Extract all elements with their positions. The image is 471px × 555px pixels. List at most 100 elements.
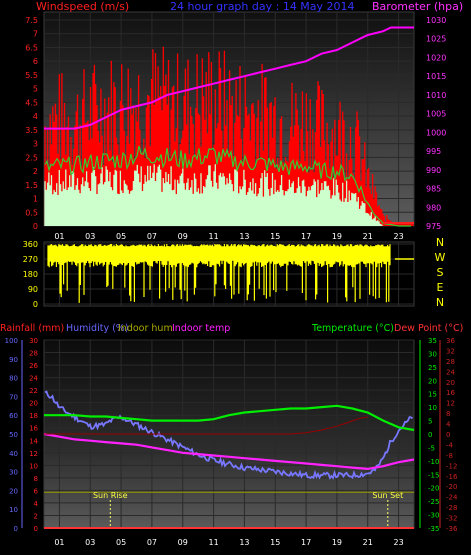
windspeed-tick-label: 3.5	[25, 126, 38, 135]
legend-indoor-temp: Indoor temp	[172, 323, 230, 334]
barometer-tick-label: 1020	[426, 53, 446, 62]
dewpoint-tick-label: -12	[446, 462, 457, 470]
temperature-tick-label: 15	[428, 391, 437, 399]
direction-tick-label: 0	[33, 300, 38, 309]
dewpoint-tick-label: 12	[446, 400, 455, 408]
rain-tick-label: 20	[29, 400, 38, 408]
time-tick-label: 15	[270, 538, 280, 547]
sun-event-label: Sun Set	[372, 491, 403, 500]
legend-rainfall: Rainfall (mm)	[0, 323, 64, 334]
windspeed-tick-label: 2	[33, 167, 38, 176]
rain-tick-label: 2	[34, 512, 38, 520]
temperature-tick-label: 0	[428, 431, 432, 439]
rain-tick-label: 8	[34, 475, 38, 483]
time-tick-label: 09	[178, 538, 188, 547]
dewpoint-tick-label: -28	[446, 504, 457, 512]
dew-point-line	[44, 416, 368, 435]
direction-tick-label: 270	[23, 255, 38, 264]
temperature-panel-tick-labels: 0246810121416182022242628300102030405060…	[5, 337, 458, 547]
time-tick-label: 19	[332, 538, 342, 547]
temperature-tick-label: -35	[428, 525, 439, 533]
time-tick-label: 05	[116, 232, 126, 241]
chart-title: 24 hour graph day : 14 May 2014	[170, 0, 355, 13]
temperature-panel-legend: Rainfall (mm) Humidity (%)Indoor hum Indoo…	[0, 323, 463, 334]
temperature-tick-label: 5	[428, 418, 432, 426]
legend-temperature: Temperature (°C)	[311, 323, 394, 334]
rain-tick-label: 22	[29, 387, 38, 395]
barometer-tick-label: 990	[426, 166, 441, 175]
rain-tick-label: 4	[34, 500, 39, 508]
windspeed-tick-label: 4	[33, 112, 38, 121]
windspeed-tick-label: 5	[33, 85, 38, 94]
dewpoint-tick-label: 20	[446, 379, 455, 387]
barometer-tick-label: 1005	[426, 110, 446, 119]
barometer-axis-label: Barometer (hpa)	[372, 0, 463, 13]
legend-indoor-hum: Indoor hum	[118, 323, 173, 334]
temperature-tick-label: -5	[428, 444, 435, 452]
windspeed-tick-label: 1	[33, 195, 38, 204]
legend-dew-point: Dew Point (°C)	[394, 323, 463, 334]
average-wind-line	[44, 145, 411, 227]
time-tick-label: 07	[147, 232, 157, 241]
indoor-temp-line	[43, 432, 415, 471]
dewpoint-tick-label: -16	[446, 473, 458, 481]
barometer-tick-label: 1015	[426, 72, 446, 81]
rain-tick-label: 28	[29, 350, 38, 358]
humidity-line	[44, 390, 413, 480]
time-tick-label: 13	[239, 232, 249, 241]
dewpoint-tick-label: 8	[446, 410, 450, 418]
barometer-tick-label: 995	[426, 147, 441, 156]
humidity-tick-label: 10	[9, 506, 18, 514]
time-tick-label: 17	[301, 232, 311, 241]
humidity-tick-label: 60	[9, 412, 18, 420]
time-tick-label: 23	[393, 232, 403, 241]
barometer-tick-label: 1025	[426, 35, 446, 44]
humidity-tick-label: 20	[9, 487, 18, 495]
temperature-panel-series	[43, 390, 415, 529]
rain-tick-label: 6	[34, 487, 39, 495]
rain-tick-label: 12	[29, 450, 38, 458]
time-tick-label: 13	[239, 538, 249, 547]
time-tick-label: 01	[54, 232, 64, 241]
time-tick-label: 21	[363, 232, 373, 241]
direction-tick-label: 90	[28, 285, 38, 294]
time-tick-label: 15	[270, 232, 280, 241]
wind-gust-bars	[44, 46, 414, 226]
windspeed-axis-label: Windspeed (m/s)	[36, 0, 129, 13]
temperature-line	[44, 404, 415, 432]
time-tick-label: 03	[85, 232, 95, 241]
windspeed-tick-label: 0	[33, 222, 38, 231]
rain-tick-label: 16	[29, 425, 38, 433]
dewpoint-tick-label: -36	[446, 525, 458, 533]
temperature-panel-grid	[44, 339, 414, 529]
rain-tick-label: 26	[29, 362, 38, 370]
rain-tick-label: 30	[29, 337, 38, 345]
temperature-tick-label: -20	[428, 485, 439, 493]
dewpoint-tick-label: -8	[446, 452, 453, 460]
windspeed-tick-label: 7.5	[25, 16, 38, 25]
temperature-tick-label: 10	[428, 404, 437, 412]
time-tick-label: 19	[332, 232, 342, 241]
temperature-tick-label: -15	[428, 471, 439, 479]
dewpoint-tick-label: 36	[446, 337, 455, 345]
windspeed-tick-label: 1.5	[25, 181, 38, 190]
dewpoint-tick-label: -32	[446, 515, 457, 523]
barometer-tick-label: 1000	[426, 128, 446, 137]
barometer-tick-label: 980	[426, 203, 441, 212]
humidity-tick-label: 70	[9, 393, 18, 401]
windspeed-tick-label: 7	[33, 30, 38, 39]
time-tick-label: 21	[363, 538, 373, 547]
humidity-tick-label: 100	[5, 337, 18, 345]
rain-tick-label: 24	[29, 375, 38, 383]
time-tick-label: 07	[147, 538, 157, 547]
barometer-tick-label: 1010	[426, 91, 446, 100]
humidity-tick-label: 80	[9, 375, 18, 383]
compass-label: E	[437, 281, 444, 294]
sun-event-label: Sun Rise	[93, 491, 128, 500]
direction-tick-label: 360	[23, 240, 38, 249]
humidity-tick-label: 40	[9, 450, 18, 458]
rain-tick-label: 18	[29, 412, 38, 420]
barometer-tick-label: 975	[426, 222, 441, 231]
